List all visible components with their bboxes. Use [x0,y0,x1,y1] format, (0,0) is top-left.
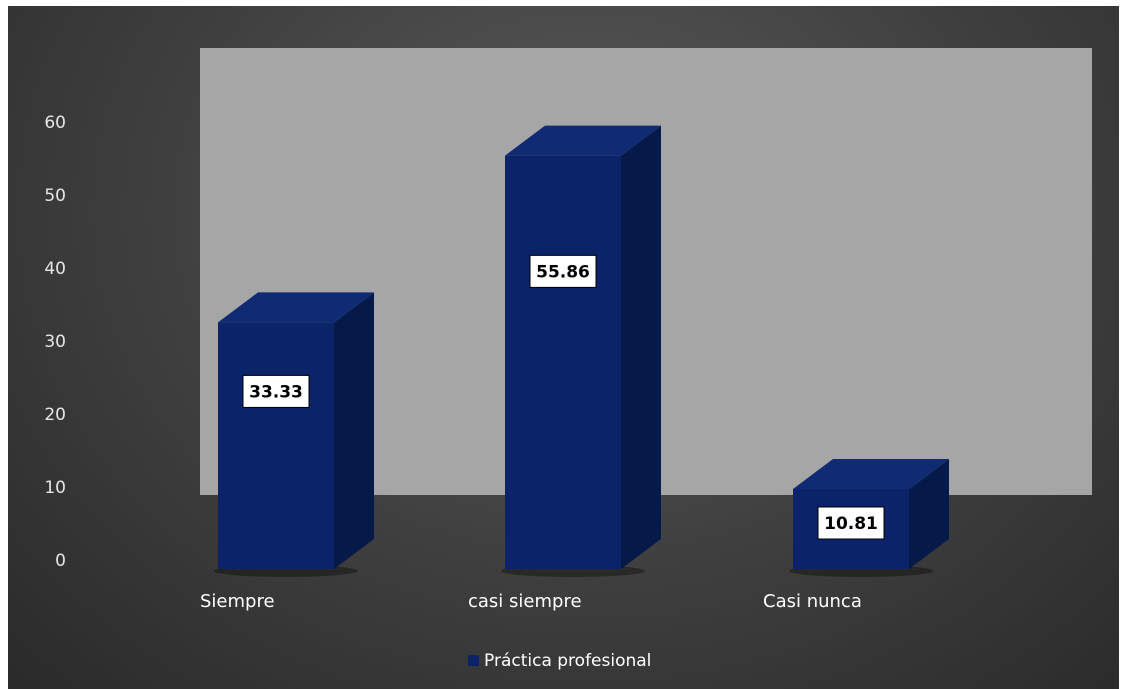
chart-area: 0 10 20 30 40 50 60 33.33 55.86 10.81 Siempre cas… [8,6,1119,689]
bar-front-face [505,155,621,570]
bar-side-face [621,125,661,570]
y-tick-label: 50 [44,186,66,206]
data-label: 55.86 [536,262,590,282]
data-label-box [529,254,597,288]
y-tick-label: 30 [44,332,66,352]
data-label: 10.81 [824,514,878,534]
legend: Práctica profesional [468,651,651,671]
bar-series: 33.33 55.86 10.81 [214,125,949,577]
bar-top-face [793,459,949,490]
data-label-box [817,506,885,540]
category-label: Casi nunca [763,591,862,612]
y-tick-label: 60 [44,113,66,133]
bar-top-face [505,125,661,156]
x-axis: Siempre casi siempre Casi nunca [200,591,862,612]
legend-swatch [468,655,479,666]
data-label: 33.33 [249,382,303,402]
data-label-box [242,374,310,408]
bar: 10.81 [789,459,949,577]
category-label: casi siempre [468,591,582,612]
y-tick-label: 10 [44,478,66,498]
legend-label: Práctica profesional [484,651,651,671]
y-tick-label: 40 [44,259,66,279]
bar-chart: 0 10 20 30 40 50 60 33.33 55.86 10.81 Siempre cas… [44,48,1092,671]
bar-top-face [218,292,374,323]
bar: 55.86 [501,125,661,577]
bar-side-face [334,292,374,569]
y-tick-label: 0 [55,551,66,571]
y-axis: 0 10 20 30 40 50 60 [44,113,66,571]
bar-side-face [909,459,949,569]
bar: 33.33 [214,292,374,577]
bar-front-face [218,322,334,569]
y-tick-label: 20 [44,405,66,425]
category-label: Siempre [200,591,275,612]
